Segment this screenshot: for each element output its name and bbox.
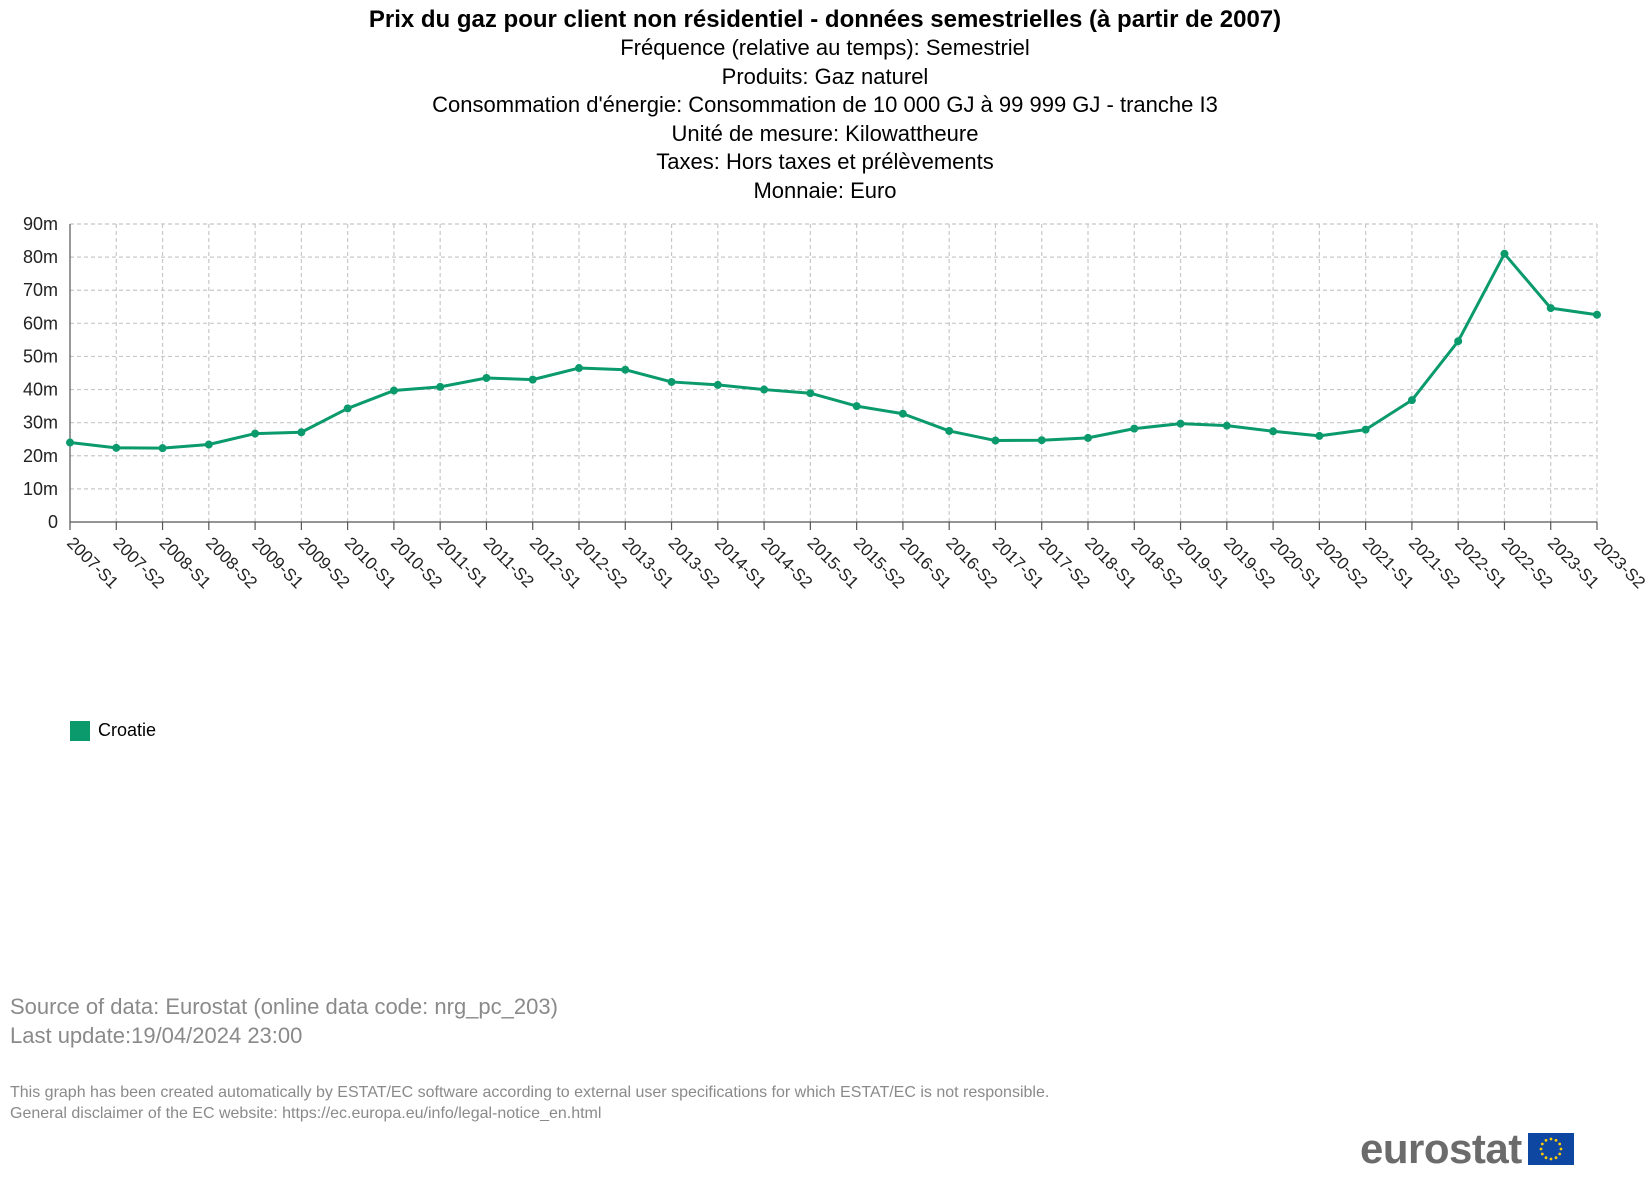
y-tick-label: 50m [23, 346, 58, 366]
source-of-data: Source of data: Eurostat (online data co… [10, 994, 558, 1019]
data-point [204, 440, 213, 449]
source-info: Source of data: Eurostat (online data co… [10, 992, 558, 1050]
data-point [945, 426, 954, 435]
disclaimer-line-2: General disclaimer of the EC website: ht… [10, 1105, 602, 1122]
data-point [436, 382, 445, 391]
y-tick-label: 10m [23, 479, 58, 499]
disclaimer-line-1: This graph has been created automaticall… [10, 1084, 1050, 1101]
y-tick-label: 0 [48, 512, 58, 532]
data-point [575, 364, 583, 373]
x-tick-label: 2011-S2 [480, 533, 538, 591]
grid [70, 223, 1598, 522]
y-tick-label: 30m [23, 413, 58, 433]
disclaimer: This graph has been created automaticall… [10, 1082, 1049, 1124]
subtitle-products: Produits: Gaz naturel [721, 63, 929, 89]
legend-label-croatie: Croatie [98, 720, 157, 740]
data-point [806, 389, 815, 398]
data-point [667, 377, 676, 386]
data-point [760, 385, 769, 394]
y-tick-label: 90m [23, 214, 58, 234]
y-tick-label: 20m [23, 446, 58, 466]
data-point [112, 443, 121, 452]
data-point [1407, 396, 1416, 405]
data-point [852, 402, 861, 411]
data-point [713, 380, 722, 389]
data-point [1315, 431, 1324, 440]
data-point [1546, 304, 1555, 313]
subtitle-frequency: Fréquence (relative au temps): Semestrie… [620, 35, 1030, 60]
legend-swatch [70, 720, 90, 741]
y-tick-label: 80m [23, 247, 58, 267]
chart-titles: Prix du gaz pour client non résidentiel … [0, 6, 1650, 205]
data-point [343, 404, 352, 413]
subtitle-currency: Monnaie: Euro [753, 177, 897, 203]
data-point [1454, 337, 1463, 346]
y-tick-label: 70m [23, 280, 58, 300]
data-point [1361, 425, 1370, 434]
data-point [528, 375, 537, 384]
data-point [898, 409, 907, 418]
data-point [1130, 424, 1139, 433]
data-point [297, 428, 306, 437]
eurostat-logo: eurostat [1360, 1125, 1574, 1173]
series-line-croatie [69, 252, 1598, 450]
data-point [1269, 427, 1278, 436]
y-tick-label: 60m [23, 313, 58, 333]
logo-text: eurostat [1360, 1125, 1522, 1172]
data-point [1176, 419, 1185, 428]
data-point [389, 386, 398, 395]
data-point [158, 444, 167, 453]
eu-flag-icon [1527, 1133, 1574, 1165]
data-point [251, 429, 260, 438]
data-point [991, 436, 1000, 445]
subtitle-unit: Unité de mesure: Kilowattheure [671, 120, 979, 146]
data-point [1084, 433, 1092, 442]
data-point [621, 365, 630, 374]
data-point [1593, 310, 1601, 319]
y-tick-label: 40m [23, 380, 58, 400]
data-point [66, 438, 74, 447]
data-point [1222, 421, 1231, 430]
chart-title: Prix du gaz pour client non résidentiel … [368, 6, 1282, 33]
subtitle-consumption: Consommation d'énergie: Consommation de … [432, 92, 1218, 117]
last-update: Last update:19/04/2024 23:00 [10, 1023, 303, 1048]
subtitle-taxes: Taxes: Hors taxes et prélèvements [656, 149, 994, 174]
data-point [1500, 249, 1509, 258]
x-tick-label: 2023-S2 [1590, 533, 1649, 592]
data-point [1037, 436, 1046, 445]
data-point [482, 373, 491, 382]
legend: Croatie [70, 720, 156, 741]
line-chart: 010m20m30m40m50m60m70m80m90m2007-S12007-… [23, 214, 1649, 592]
